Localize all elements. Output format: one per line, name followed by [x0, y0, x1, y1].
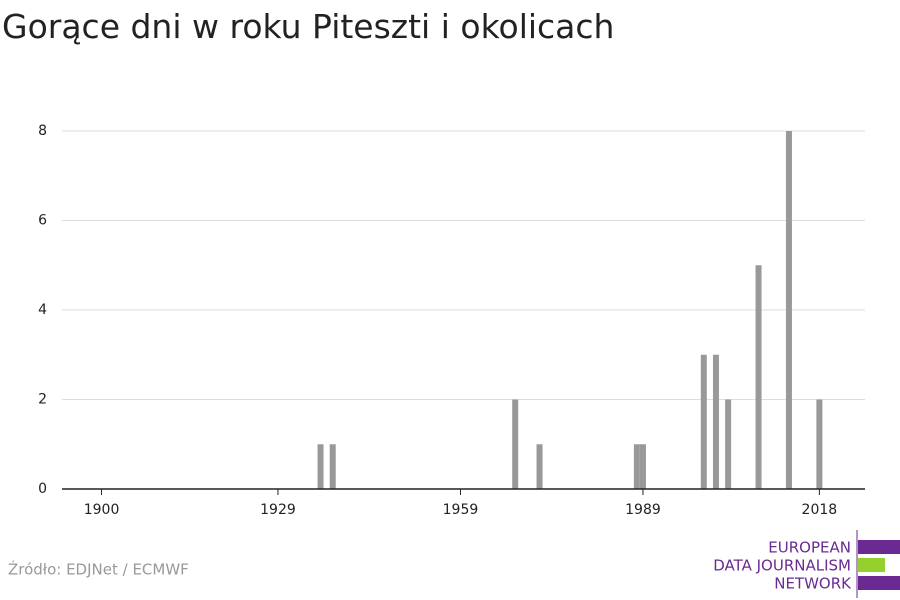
- y-tick-label: 8: [38, 123, 47, 139]
- logo-text: DATA JOURNALISM: [713, 557, 851, 575]
- bar: [633, 444, 640, 489]
- bar: [785, 131, 792, 489]
- source: Źródło: EDJNet / ECMWF: [8, 560, 189, 579]
- logo-bar: [858, 540, 900, 554]
- x-tick-label: 2018: [802, 502, 838, 518]
- logo-bar: [858, 558, 885, 572]
- y-tick-label: 0: [38, 481, 47, 497]
- bar: [712, 354, 719, 489]
- x-tick-label: 1900: [84, 502, 120, 518]
- logo-text: NETWORK: [774, 575, 852, 593]
- bar: [639, 444, 646, 489]
- bar: [700, 354, 707, 489]
- bar: [536, 444, 543, 489]
- bar: [816, 399, 823, 489]
- y-tick-label: 4: [38, 302, 47, 318]
- y-tick-label: 6: [38, 213, 47, 229]
- bar: [755, 265, 762, 489]
- bar: [329, 444, 336, 489]
- logo-bar: [858, 576, 900, 590]
- chart-title: Gorące dni w roku Piteszti i okolicach: [2, 7, 614, 46]
- logo: EUROPEAN DATA JOURNALISM NETWORK: [713, 530, 900, 598]
- bar: [725, 399, 732, 489]
- bar: [512, 399, 519, 489]
- logo-text: EUROPEAN: [768, 539, 851, 557]
- y-tick-label: 2: [38, 392, 47, 408]
- bar: [317, 444, 324, 489]
- x-tick-label: 1929: [260, 502, 296, 518]
- x-tick-label: 1959: [443, 502, 479, 518]
- x-tick-label: 1989: [625, 502, 661, 518]
